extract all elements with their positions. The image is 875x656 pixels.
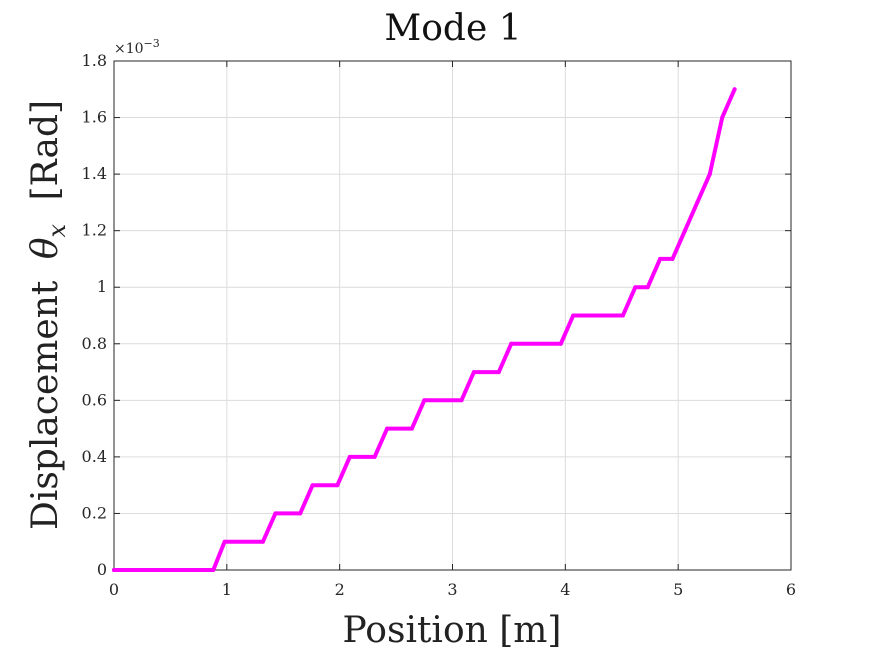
y-tick-label: 0.4 xyxy=(82,447,107,466)
y-exponent-label: ×10−3 xyxy=(114,37,160,57)
data-point xyxy=(335,483,340,488)
data-point xyxy=(409,426,414,431)
y-tick-label: 1.6 xyxy=(82,108,107,127)
y-tick-label: 0.2 xyxy=(82,503,107,522)
x-tick-label: 2 xyxy=(335,580,345,599)
x-axis-label: Position [m] xyxy=(343,610,562,651)
data-point xyxy=(385,426,390,431)
y-tick-label: 0 xyxy=(97,560,107,579)
data-point xyxy=(260,539,265,544)
data-point xyxy=(558,341,563,346)
data-point xyxy=(633,285,638,290)
data-point xyxy=(509,341,514,346)
plot-area xyxy=(113,60,792,571)
data-point xyxy=(670,256,675,261)
y-tick-label: 0.8 xyxy=(82,334,107,353)
y-tick-label: 1 xyxy=(97,277,107,296)
y-tick-labels: 0 0.2 0.4 0.6 0.8 1 1.2 1.4 1.6 1.8 xyxy=(82,51,107,579)
data-point xyxy=(347,454,352,459)
y-axis-label-subscript: x xyxy=(43,223,71,237)
data-point xyxy=(273,511,278,516)
x-tick-label: 4 xyxy=(560,580,570,599)
y-tick-label: 1.2 xyxy=(82,221,107,240)
data-point xyxy=(682,228,687,233)
data-point xyxy=(645,285,650,290)
data-point xyxy=(732,87,737,92)
data-point xyxy=(695,200,700,205)
y-axis-label-text: Displacement xyxy=(25,280,66,530)
data-point xyxy=(720,115,725,120)
x-tick-label: 0 xyxy=(109,580,119,599)
data-point xyxy=(211,568,216,572)
data-point xyxy=(298,511,303,516)
x-tick-label: 5 xyxy=(673,580,683,599)
data-point xyxy=(571,313,576,318)
x-tick-label: 3 xyxy=(447,580,457,599)
y-axis-label: Displacement θx [Rad] xyxy=(25,100,74,530)
data-point xyxy=(459,398,464,403)
data-point xyxy=(496,370,501,375)
y-exponent-power: −3 xyxy=(144,37,160,50)
series-layer xyxy=(112,87,737,572)
data-point xyxy=(658,256,663,261)
y-axis-label-unit: [Rad] xyxy=(25,100,66,201)
data-point xyxy=(112,568,116,572)
x-tick-label: 1 xyxy=(222,580,232,599)
data-point xyxy=(222,539,227,544)
data-point xyxy=(422,398,427,403)
data-point xyxy=(310,483,315,488)
x-tick-label: 6 xyxy=(786,580,796,599)
y-tick-label: 1.4 xyxy=(82,164,107,183)
data-point xyxy=(707,172,712,177)
data-point xyxy=(372,454,377,459)
data-point xyxy=(620,313,625,318)
data-point xyxy=(471,370,476,375)
tick-marks xyxy=(113,60,792,571)
chart-title: Mode 1 xyxy=(384,8,521,49)
y-axis-label-symbol: θ xyxy=(25,237,66,259)
y-tick-label: 1.8 xyxy=(82,51,107,70)
x-tick-labels: 0 1 2 3 4 5 6 xyxy=(109,580,796,599)
y-tick-label: 0.6 xyxy=(82,390,107,409)
y-exponent-base: ×10 xyxy=(114,41,144,57)
